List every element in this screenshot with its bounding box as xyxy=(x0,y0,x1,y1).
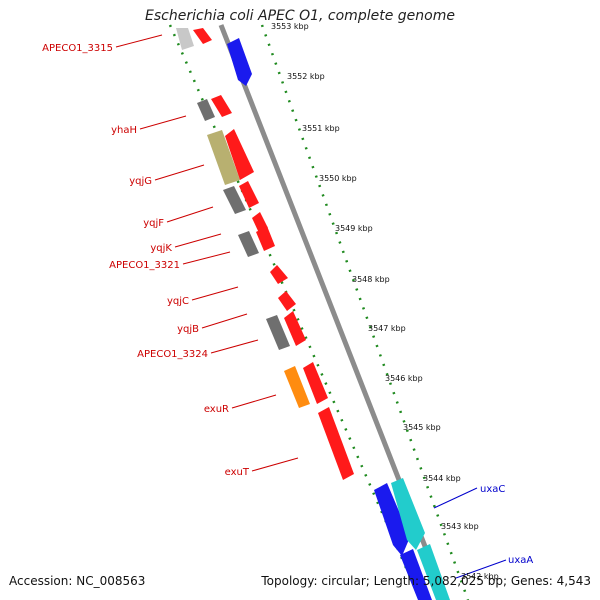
tick-label-3547: 3547 kbp xyxy=(368,324,406,333)
tick-label-3548: 3548 kbp xyxy=(352,275,390,284)
accession-text: Accession: NC_008563 xyxy=(9,574,146,588)
feature-yhah xyxy=(211,95,232,117)
feature-apeco1-3321 xyxy=(256,226,275,251)
gene-label-uxaa: uxaA xyxy=(508,555,533,566)
gene-label-yqjf: yqjF xyxy=(143,218,164,229)
gene-label-apeco1-3324: APECO1_3324 xyxy=(137,349,208,360)
feature-yqjc xyxy=(270,265,288,284)
feature-apeco1-3324 xyxy=(284,311,306,346)
gene-label-yqjc: yqjC xyxy=(167,296,189,307)
right-features xyxy=(227,38,450,600)
left-gene-labels: APECO1_3315 yhaH yqjG yqjF yqjK APECO1_3… xyxy=(42,43,250,478)
feature-yqjb xyxy=(278,291,296,311)
feature-apeco1-3324-gray xyxy=(266,315,290,350)
tick-label-3551: 3551 kbp xyxy=(302,124,340,133)
feature-yqjg xyxy=(225,129,254,180)
leader-exut xyxy=(251,457,299,472)
feature-yhah-gray xyxy=(197,99,215,121)
gene-label-uxac: uxaC xyxy=(480,484,505,495)
left-features xyxy=(176,28,354,480)
feature-uxac-cyan xyxy=(391,478,425,550)
topology-summary: Topology: circular; Length: 5,082,025 bp… xyxy=(261,574,591,588)
gene-label-apeco1-3321: APECO1_3321 xyxy=(109,260,180,271)
feature-uxaa-reverse xyxy=(400,549,432,600)
feature-apeco1-3321-gray xyxy=(238,231,259,257)
map-title: Escherichia coli APEC O1, complete genom… xyxy=(145,8,455,24)
tick-label-3550: 3550 kbp xyxy=(319,174,357,183)
leader-yqjk xyxy=(174,233,222,248)
leader-apeco1-3321 xyxy=(182,251,231,265)
gene-label-yqjk: yqjK xyxy=(150,243,172,254)
tick-label-3552: 3552 kbp xyxy=(287,72,325,81)
tick-label-3543: 3543 kbp xyxy=(441,522,479,531)
kbp-tick-labels: 3553 kbp 3552 kbp 3551 kbp 3550 kbp 3549… xyxy=(271,22,499,581)
feature-exut xyxy=(318,407,354,480)
leader-yqjc xyxy=(191,286,239,301)
tick-label-3544: 3544 kbp xyxy=(423,474,461,483)
leader-yhah xyxy=(139,115,187,130)
gene-label-apeco1-3315: APECO1_3315 xyxy=(42,43,113,54)
feature-yqjf xyxy=(239,181,259,208)
feature-exur-orange xyxy=(284,366,310,408)
leader-yqjf xyxy=(166,206,214,223)
gene-label-yhah: yhaH xyxy=(111,125,137,136)
feature-exur xyxy=(303,362,328,404)
leader-apeco1-3315 xyxy=(115,34,163,48)
tick-label-3542: 3542 kbp xyxy=(461,572,499,581)
leader-uxac xyxy=(433,487,478,509)
right-label-leaders xyxy=(433,487,507,579)
tick-label-3549: 3549 kbp xyxy=(335,224,373,233)
feature-uxac-reverse xyxy=(374,483,410,556)
leader-uxaa xyxy=(455,559,507,579)
leader-exur xyxy=(231,394,277,409)
label-leader-lines xyxy=(115,34,299,472)
tick-label-3553: 3553 kbp xyxy=(271,22,309,31)
outer-track-guide xyxy=(260,24,470,600)
leader-apeco1-3324 xyxy=(210,339,259,354)
tick-label-3546: 3546 kbp xyxy=(385,374,423,383)
leader-yqjb xyxy=(201,313,248,329)
right-gene-labels: uxaC uxaA xyxy=(480,484,533,566)
leader-yqjg xyxy=(154,164,205,181)
gene-label-yqjg: yqjG xyxy=(129,176,152,187)
gene-label-yqjb: yqjB xyxy=(177,324,199,335)
feature-apeco1-3315-gray xyxy=(176,28,194,50)
tick-label-3545: 3545 kbp xyxy=(403,423,441,432)
feature-yqjf-gray xyxy=(223,186,246,214)
feature-yqjg-olive xyxy=(207,130,240,185)
feature-uxaa-cyan xyxy=(417,544,450,600)
gene-label-exur: exuR xyxy=(204,404,229,415)
gene-label-exut: exuT xyxy=(225,467,250,478)
feature-apeco1-3315 xyxy=(193,28,212,44)
feature-reverse-top xyxy=(227,38,252,86)
